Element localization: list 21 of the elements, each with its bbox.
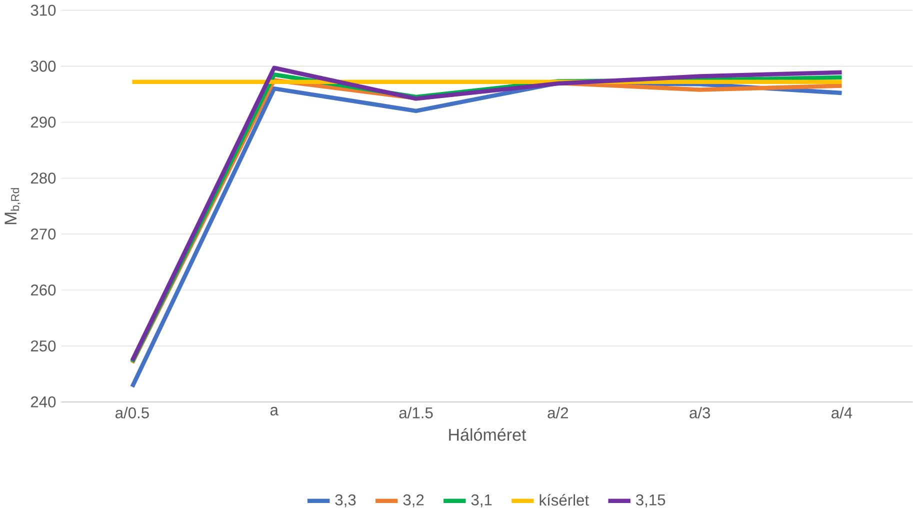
- y-tick-label: 290: [30, 116, 56, 128]
- x-axis-title: Hálóméret: [449, 428, 526, 441]
- legend-label: 3,1: [471, 494, 492, 508]
- y-tick-label: 270: [30, 228, 56, 240]
- x-tick-label: a: [270, 406, 278, 416]
- y-tick-label: 300: [30, 60, 56, 72]
- legend-label: 3,15: [636, 494, 666, 508]
- y-tick-label: 260: [30, 284, 56, 296]
- y-tick-label: 240: [30, 396, 56, 408]
- legend-label: 3,3: [335, 494, 356, 508]
- x-tick-label: a/0.5: [116, 406, 149, 418]
- x-tick-label: a/1.5: [399, 406, 433, 418]
- y-tick-label: 310: [30, 4, 56, 16]
- x-tick-label: a/3: [690, 406, 710, 418]
- y-axis-title: M$_{b,Rd}$: [4, 188, 20, 224]
- legend-label: 3,2: [403, 494, 424, 508]
- y-tick-label: 280: [30, 172, 56, 184]
- x-tick-label: a/2: [548, 406, 568, 418]
- x-tick-label: a/4: [832, 406, 852, 418]
- legend-label: kísérlet: [540, 494, 589, 506]
- y-tick-label: 250: [30, 340, 56, 352]
